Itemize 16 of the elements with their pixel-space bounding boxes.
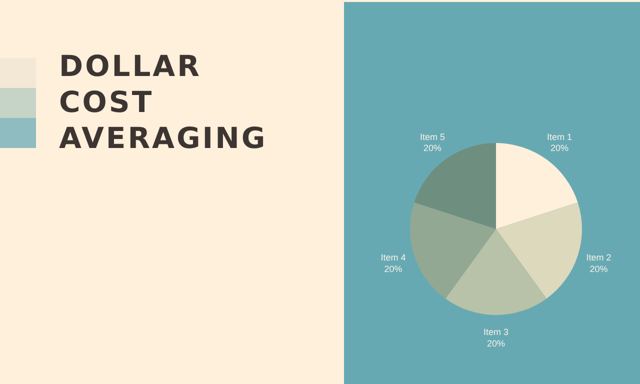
data-label: 20%	[384, 264, 402, 274]
data-label: 20%	[590, 264, 608, 274]
slice-label: Item 4	[380, 252, 406, 263]
chart-title: DOLLAR COST AVERAGING	[59, 48, 268, 156]
pie-slice	[445, 229, 547, 315]
data-label: 20%	[486, 338, 506, 348]
slice-label: Item 2	[586, 252, 612, 263]
slice-label: Item 1	[546, 132, 572, 142]
pie-slice	[414, 143, 496, 229]
pie-slice	[496, 202, 582, 299]
pie-slice	[410, 202, 496, 299]
slice-label: Item 5	[420, 132, 446, 142]
slice-label: Item 3	[483, 327, 509, 338]
data-label: 20%	[424, 143, 442, 154]
pie-slice	[496, 143, 578, 229]
data-label: 20%	[550, 143, 568, 154]
